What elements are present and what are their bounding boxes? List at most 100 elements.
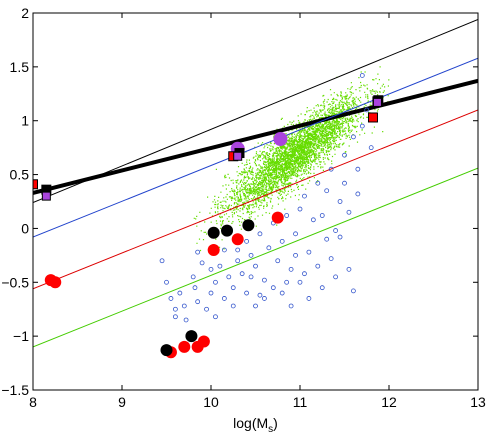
open-circle-point	[270, 285, 276, 291]
open-circle-point	[192, 285, 198, 291]
black-circle-point	[221, 224, 234, 237]
open-circle-point	[350, 288, 356, 294]
open-circle-point	[333, 228, 339, 233]
x-tick-label: 13	[470, 394, 486, 410]
open-circle-point	[337, 199, 343, 204]
black-circle-point	[185, 330, 198, 343]
open-circle-point	[342, 152, 347, 158]
x-tick-label: 11	[293, 394, 308, 410]
open-circle-point	[359, 123, 365, 129]
open-circle-point	[333, 274, 339, 280]
open-circle-point	[172, 306, 178, 312]
relation-line-0	[33, 78, 478, 195]
y-tick-label: 1.5	[10, 59, 30, 75]
points-layer	[33, 73, 384, 359]
open-circle-point	[266, 245, 272, 251]
x-tick-label: 8	[29, 394, 37, 410]
open-circle-point	[293, 231, 298, 237]
purple-square-point	[233, 151, 243, 161]
open-circle-point	[297, 279, 303, 285]
open-circle-point	[226, 274, 232, 280]
open-circle-point	[239, 271, 245, 277]
open-circle-point	[248, 274, 254, 280]
red-circle-point	[197, 335, 210, 348]
open-circle-point	[293, 252, 298, 258]
y-tick-label: 0.5	[10, 167, 30, 183]
open-circle-point	[284, 279, 290, 285]
open-circle-point	[261, 296, 267, 301]
open-circle-point	[195, 299, 201, 305]
open-circle-point	[364, 107, 370, 113]
open-circle-point	[261, 277, 267, 283]
open-circle-point	[235, 247, 241, 253]
open-circle-point	[302, 271, 307, 277]
red-circle-point	[231, 233, 244, 246]
open-circle-point	[346, 266, 352, 272]
open-circle-point	[230, 285, 236, 291]
open-circle-point	[221, 247, 227, 253]
y-tick-label: −0.5	[1, 274, 29, 290]
open-circle-point	[337, 234, 343, 240]
open-circle-point	[342, 180, 347, 186]
open-circle-point	[319, 213, 325, 218]
open-circle-point	[315, 180, 321, 186]
open-circle-point	[297, 206, 303, 212]
open-circle-point	[359, 73, 365, 78]
y-tick-label: 1	[21, 113, 29, 129]
open-circle-point	[217, 263, 223, 269]
red-circle-point	[49, 276, 62, 289]
open-circle-point	[159, 258, 165, 264]
open-circle-point	[204, 306, 209, 312]
open-circle-point	[244, 238, 250, 244]
open-circle-point	[199, 260, 205, 266]
open-circle-point	[253, 263, 258, 269]
open-circle-point	[177, 290, 183, 296]
x-axis-label-sub: s	[268, 424, 273, 435]
open-circle-point	[213, 314, 218, 320]
axis-layer: 8 9 10 11 12 13 −1.5 −1 −0.5 0 0.5 1 1.5 2	[1, 5, 486, 410]
relation-line-2	[33, 57, 478, 238]
open-circle-point	[208, 266, 214, 272]
open-circle-point	[288, 303, 294, 309]
red-square-point	[367, 112, 378, 123]
y-tick-label: 2	[21, 5, 29, 21]
purple-square-point	[41, 191, 51, 201]
open-circle-point	[235, 258, 241, 264]
open-circle-point	[324, 236, 330, 242]
open-circle-point	[319, 285, 325, 291]
open-circle-point	[306, 249, 312, 255]
relation-line-3	[33, 109, 478, 290]
relation-line-1	[33, 19, 478, 204]
relation-line-4	[33, 167, 478, 348]
open-circle-point	[279, 238, 285, 244]
purple-square-point	[372, 97, 382, 107]
red-circle-point	[271, 211, 284, 224]
open-circle-point	[172, 314, 178, 320]
x-tick-label: 10	[203, 394, 219, 410]
open-circle-point	[310, 217, 316, 223]
open-circle-point	[164, 279, 169, 285]
open-circle-point	[213, 279, 218, 285]
open-circle-point	[181, 303, 187, 309]
open-circle-point	[195, 249, 201, 255]
open-circle-point	[315, 263, 321, 269]
open-circle-point	[350, 134, 356, 140]
red-circle-point	[207, 243, 220, 256]
red-circle-point	[178, 340, 191, 353]
open-circle-point	[328, 166, 334, 172]
open-circle-point	[257, 231, 263, 237]
black-circle-point	[207, 226, 220, 239]
x-axis-label: log(Ms)	[233, 415, 278, 435]
lines-layer	[33, 19, 478, 348]
open-circle-point	[230, 303, 236, 309]
open-circle-point	[257, 292, 263, 298]
open-circle-point	[208, 290, 214, 296]
y-tick-label: 0	[21, 220, 29, 236]
open-circle-point	[324, 188, 330, 194]
y-tick-label: −1	[13, 328, 29, 344]
x-axis-label-close: )	[273, 415, 278, 431]
open-circle-point	[306, 296, 312, 301]
open-circle-point	[328, 256, 334, 261]
